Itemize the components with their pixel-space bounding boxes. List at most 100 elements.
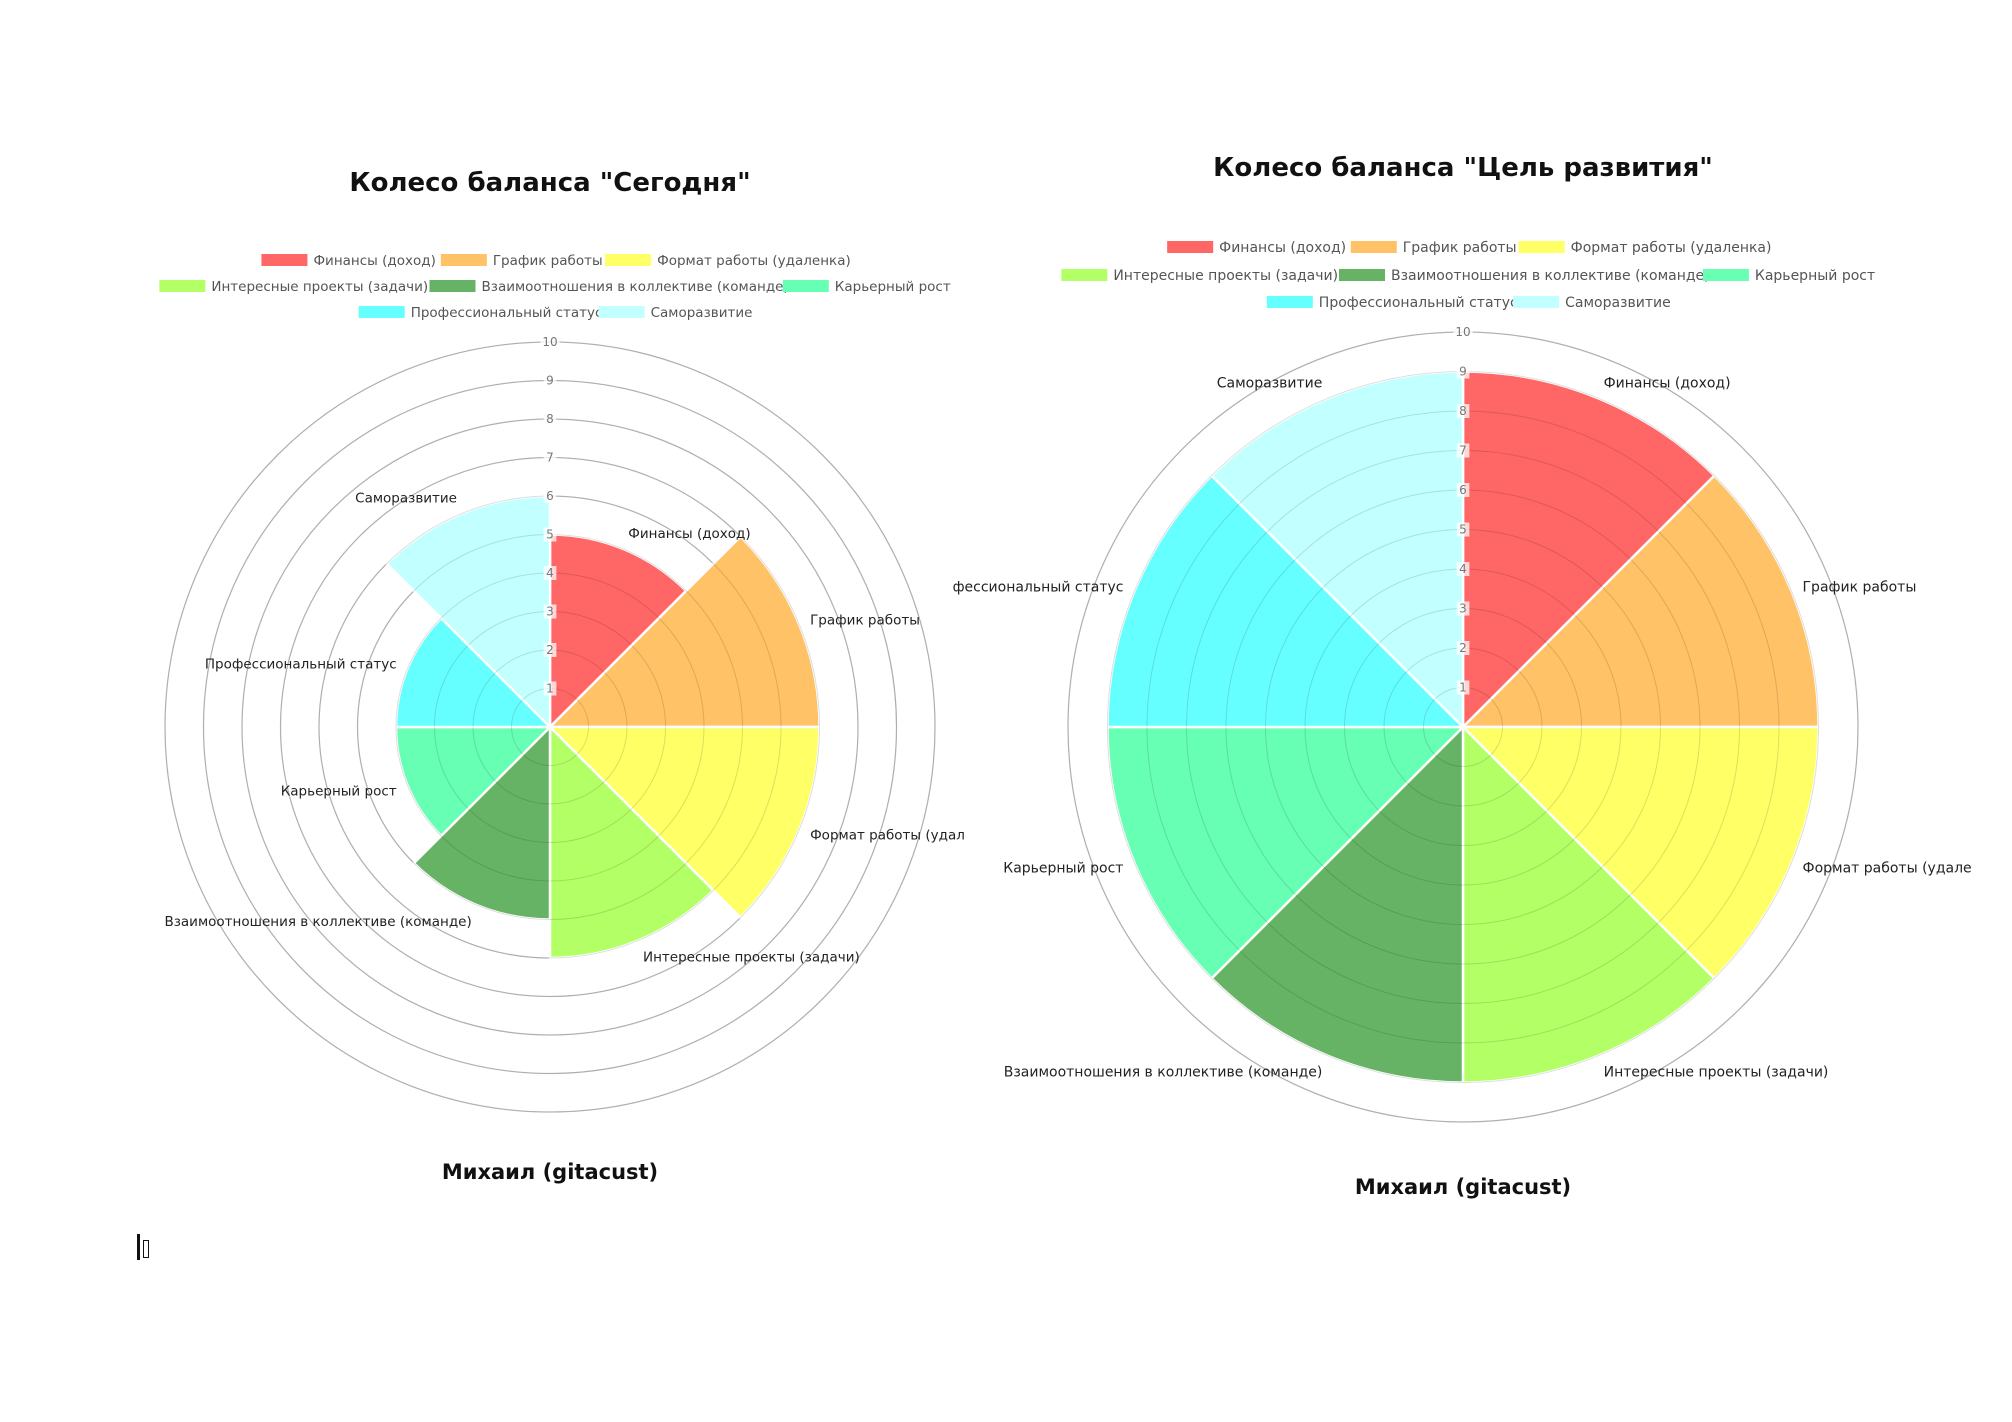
tick-label-goal-4: 4 (1459, 562, 1467, 576)
legend-label-goal-7[interactable]: Саморазвитие (1565, 295, 1671, 311)
tick-label-today-6: 6 (546, 489, 554, 503)
tick-backdrop-goal-1 (1456, 680, 1470, 695)
legend-label-goal-6[interactable]: Профессиональный статус (1319, 295, 1518, 311)
wedge-goal-3[interactable] (1461, 723, 1717, 1084)
tick-label-goal-5: 5 (1459, 523, 1467, 537)
wedge-goal-0[interactable] (1461, 370, 1717, 731)
legend-swatch-today-3[interactable] (159, 280, 206, 292)
tick-backdrop-goal-5 (1456, 522, 1470, 537)
tick-label-goal-8: 8 (1459, 404, 1467, 418)
tick-backdrop-goal-8 (1456, 404, 1470, 418)
tick-label-today-3: 3 (546, 605, 554, 619)
tick-backdrop-today-8 (543, 412, 557, 426)
legend-swatch-today-0[interactable] (261, 254, 308, 266)
tick-backdrop-today-6 (543, 489, 557, 503)
legend-swatch-today-2[interactable] (605, 254, 652, 266)
legend-label-today-5[interactable]: Карьерный рост (835, 279, 951, 295)
tick-label-today-5: 5 (546, 528, 554, 542)
wedge-today-7[interactable] (384, 494, 552, 731)
text-cursor-icon (137, 1234, 152, 1260)
legend-label-goal-0[interactable]: Финансы (доход) (1219, 240, 1346, 256)
wedge-goal-6[interactable] (1106, 473, 1467, 729)
wedge-today-4[interactable] (412, 723, 552, 921)
wedge-today-5[interactable] (394, 725, 554, 838)
wedge-today-0[interactable] (548, 533, 688, 731)
point-label-goal-2: Формат работы (удале (1803, 861, 1972, 877)
point-label-today-3: Интересные проекты (задачи) (643, 950, 860, 966)
legend-swatch-goal-4[interactable] (1339, 269, 1385, 281)
point-label-today-4: Взаимоотношения в коллективе (команде) (164, 914, 471, 930)
wedge-goal-5[interactable] (1106, 725, 1467, 981)
point-label-today-7: Саморазвитие (355, 490, 457, 506)
tick-label-today-9: 9 (546, 374, 554, 388)
tick-label-goal-2: 2 (1459, 641, 1467, 655)
tick-label-today-2: 2 (546, 643, 554, 657)
point-label-goal-5: Карьерный рост (1003, 861, 1123, 877)
tick-label-goal-9: 9 (1459, 365, 1467, 379)
legend-swatch-today-1[interactable] (440, 254, 487, 266)
chart-title-goal: Колесо баланса "Цель развития" (1213, 153, 1713, 183)
legend-label-today-0[interactable]: Финансы (доход) (313, 253, 435, 269)
legend-swatch-today-4[interactable] (429, 280, 476, 292)
tick-backdrop-goal-6 (1456, 483, 1470, 497)
tick-label-today-4: 4 (546, 566, 554, 580)
point-label-goal-3: Интересные проекты (задачи) (1604, 1065, 1829, 1081)
tick-label-today-7: 7 (546, 451, 554, 465)
point-label-today-2: Формат работы (удал (810, 828, 965, 844)
tick-backdrop-today-5 (543, 527, 557, 542)
legend-swatch-goal-1[interactable] (1350, 241, 1397, 253)
tick-label-goal-10: 10 (1455, 325, 1470, 339)
tick-backdrop-today-3 (543, 604, 557, 619)
legend-label-today-1[interactable]: График работы (493, 253, 603, 269)
wedge-goal-4[interactable] (1209, 723, 1465, 1084)
legend-label-goal-2[interactable]: Формат работы (удаленка) (1571, 240, 1772, 256)
legend-label-today-3[interactable]: Интересные проекты (задачи) (211, 279, 428, 295)
legend-label-goal-3[interactable]: Интересные проекты (задачи) (1113, 268, 1338, 284)
tick-backdrop-goal-3 (1456, 601, 1470, 616)
wedge-goal-7[interactable] (1209, 370, 1465, 731)
wedge-goal-1[interactable] (1459, 473, 1820, 729)
point-label-goal-0: Финансы (доход) (1604, 375, 1731, 391)
tick-backdrop-today-1 (543, 681, 557, 696)
wedge-today-2[interactable] (546, 725, 821, 920)
legend-swatch-goal-6[interactable] (1266, 296, 1313, 308)
point-label-today-5: Карьерный рост (281, 784, 397, 800)
legend-swatch-today-5[interactable] (782, 280, 829, 292)
tick-backdrop-today-9 (543, 373, 557, 388)
point-label-goal-7: Саморазвитие (1217, 375, 1323, 391)
wedge-goal-2[interactable] (1459, 725, 1820, 981)
tick-backdrop-today-10 (540, 335, 560, 349)
legend-label-goal-5[interactable]: Карьерный рост (1755, 268, 1875, 284)
tick-label-today-1: 1 (546, 682, 554, 696)
legend-label-today-4[interactable]: Взаимоотношения в коллективе (команде) (482, 279, 789, 295)
legend-swatch-goal-2[interactable] (1518, 241, 1565, 253)
legend-swatch-goal-5[interactable] (1702, 269, 1749, 281)
tick-backdrop-goal-4 (1456, 562, 1470, 576)
tick-backdrop-today-2 (543, 643, 557, 657)
legend-label-today-2[interactable]: Формат работы (удаленка) (657, 253, 851, 269)
tick-backdrop-goal-2 (1456, 641, 1470, 655)
wedge-today-6[interactable] (394, 616, 554, 729)
point-label-goal-6: фессиональный статус (953, 579, 1124, 595)
point-label-goal-4: Взаимоотношения в коллективе (команде) (1004, 1065, 1323, 1081)
point-label-goal-1: График работы (1803, 579, 1917, 595)
chart-footer-goal: Михаил (gitacust) (1354, 1175, 1572, 1199)
tick-backdrop-goal-7 (1456, 443, 1470, 458)
legend-swatch-goal-3[interactable] (1061, 269, 1108, 281)
legend-label-goal-1[interactable]: График работы (1403, 240, 1517, 256)
legend-label-today-7[interactable]: Саморазвитие (651, 305, 753, 321)
legend-swatch-today-6[interactable] (358, 306, 405, 318)
point-label-today-6: Профессиональный статус (205, 656, 397, 672)
chart-footer-today: Михаил (gitacust) (441, 1160, 659, 1184)
legend-swatch-goal-7[interactable] (1513, 296, 1560, 308)
wedge-today-1[interactable] (546, 534, 821, 729)
legend-swatch-today-7[interactable] (598, 306, 645, 318)
legend-label-today-6[interactable]: Профессиональный статус (411, 305, 603, 321)
legend-label-goal-4[interactable]: Взаимоотношения в коллективе (команде) (1391, 268, 1710, 284)
tick-backdrop-today-7 (543, 450, 557, 465)
tick-backdrop-goal-10 (1453, 325, 1473, 339)
legend-swatch-goal-0[interactable] (1167, 241, 1214, 253)
wedge-today-3[interactable] (548, 723, 716, 960)
